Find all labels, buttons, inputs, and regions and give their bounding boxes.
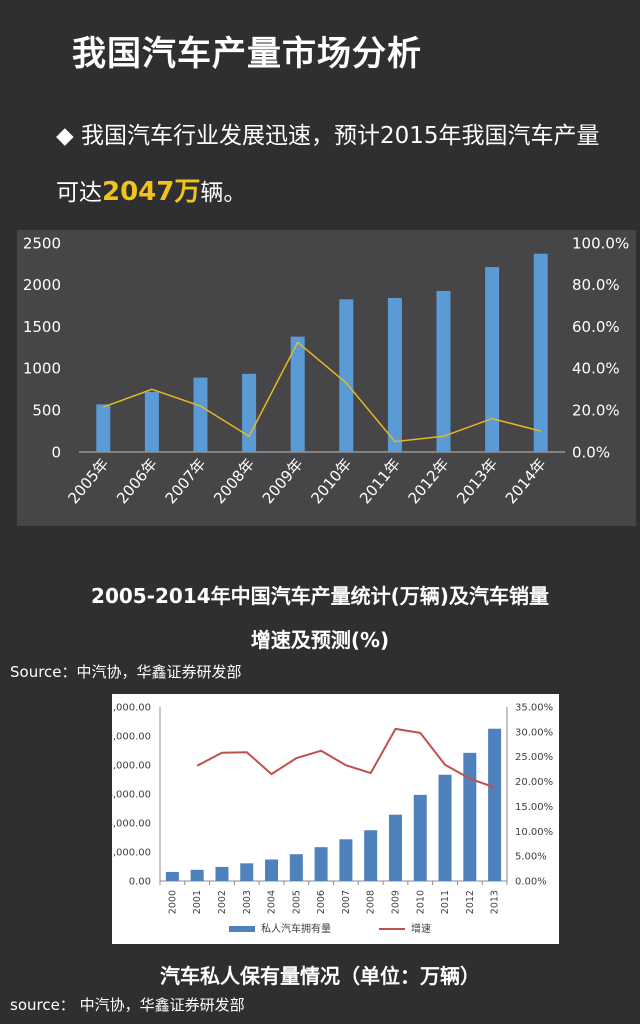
- intro-paragraph: ◆ 我国汽车行业发展迅速，预计2015年我国汽车产量可达2047万辆。: [56, 108, 616, 221]
- data-bar: [290, 336, 305, 452]
- y-right-tick-label: 20.0%: [572, 401, 620, 419]
- x-category-label: 2009: [390, 890, 401, 914]
- data-bar: [314, 847, 328, 881]
- data-bar: [165, 871, 179, 881]
- x-category-label: 2005年: [64, 455, 112, 507]
- y-right-tick-label: 80.0%: [572, 276, 620, 294]
- x-category-label: 2010: [415, 890, 426, 914]
- series-line: [103, 341, 541, 443]
- diamond-bullet-icon: ◆: [56, 123, 74, 149]
- ownership-chart: 0.00 2,000.00 4,000.00 6,000.00 8,000.00 10,0…: [100, 703, 553, 936]
- y-right-tick-label: 100.0%: [572, 234, 629, 252]
- intro-text-2: 辆。: [200, 180, 247, 206]
- data-bar: [388, 814, 402, 881]
- y-left-tick-label: 8,000.00: [112, 761, 151, 772]
- y-right-tick-label: 10.00%: [515, 827, 553, 838]
- data-bar: [242, 373, 257, 452]
- x-category-label: 2011: [440, 890, 451, 914]
- y-left-tick-label: 0.00: [129, 877, 151, 888]
- y-right-tick-label: 35.00%: [515, 703, 553, 714]
- x-category-label: 2001: [192, 890, 203, 914]
- x-category-label: 2004: [267, 890, 278, 914]
- x-category-label: 2008年: [210, 455, 258, 507]
- y-right-tick-label: 30.00%: [515, 727, 553, 738]
- intro-text-1: 我国汽车行业发展迅速，预计2015年我国汽车产量可达: [56, 123, 600, 206]
- x-category-label: 2002: [217, 890, 228, 914]
- y-right-tick-label: 0.00%: [515, 877, 547, 888]
- y-right-tick-label: 0.0%: [572, 443, 610, 461]
- x-category-label: 2013年: [453, 455, 501, 507]
- data-bar: [190, 869, 204, 881]
- ownership-chart-panel: 0.00 2,000.00 4,000.00 6,000.00 8,000.00 10,0…: [100, 694, 559, 944]
- data-bar: [193, 377, 208, 452]
- chart-1-caption-line-1: 2005-2014年中国汽车产量统计(万辆)及汽车销量: [91, 584, 549, 608]
- x-category-label: 2012年: [405, 455, 453, 507]
- x-category-label: 2006年: [113, 455, 161, 507]
- data-bar: [463, 752, 477, 881]
- y-left-tick-label: 2,000.00: [112, 848, 151, 859]
- data-bar: [96, 404, 111, 452]
- chart-2-source: source： 中汽协，华鑫证券研发部: [10, 996, 245, 1014]
- data-bar: [438, 774, 452, 881]
- y-left-tick-label: 10,000.00: [112, 732, 151, 743]
- chart-1-caption-line-2: 增速及预测(%): [250, 628, 390, 652]
- production-forecast-highlight: 2047万: [102, 177, 201, 207]
- data-bar: [387, 298, 402, 452]
- x-category-label: 2007: [341, 890, 352, 914]
- x-category-label: 2006: [316, 890, 327, 914]
- y-left-tick-label: 0: [51, 443, 61, 461]
- y-left-tick-label: 2000: [23, 276, 61, 294]
- legend-bar-swatch: [229, 926, 255, 932]
- x-category-label: 2009年: [259, 455, 307, 507]
- y-left-tick-label: 1500: [23, 318, 61, 336]
- x-category-label: 2010年: [307, 455, 355, 507]
- x-category-label: 2008: [366, 890, 377, 914]
- chart-1-source: Source：中汽协，华鑫证券研发部: [10, 663, 242, 681]
- y-left-tick-label: 4,000.00: [112, 819, 151, 830]
- data-bar: [215, 866, 229, 881]
- data-bar: [289, 854, 303, 881]
- y-left-tick-label: 6,000.00: [112, 790, 151, 801]
- data-bar: [488, 728, 502, 881]
- chart-2-caption: 汽车私人保有量情况（单位：万辆）: [160, 964, 480, 988]
- y-right-tick-label: 60.0%: [572, 318, 620, 336]
- y-right-tick-label: 5.00%: [515, 852, 547, 863]
- data-bar: [339, 839, 353, 881]
- production-chart: 0 500 1000 1500 2000 2500 0.0% 20.0% 40.0% 60.0% 8…: [23, 234, 629, 507]
- legend-label: 增速: [411, 922, 431, 935]
- y-right-tick-label: 40.0%: [572, 360, 620, 378]
- y-left-tick-label: 2500: [23, 234, 61, 252]
- series-line: [196, 727, 495, 789]
- y-left-tick-label: 1000: [23, 360, 61, 378]
- data-bar: [533, 253, 548, 452]
- x-category-label: 2007年: [162, 455, 210, 507]
- legend-label: 私人汽车拥有量: [261, 922, 331, 935]
- x-category-label: 2014年: [502, 455, 550, 507]
- data-bar: [265, 859, 279, 881]
- page-title: 我国汽车产量市场分析: [72, 34, 422, 74]
- y-right-tick-label: 20.00%: [515, 777, 553, 788]
- data-bar: [485, 267, 500, 452]
- x-category-label: 2003: [242, 890, 253, 914]
- data-bar: [240, 863, 254, 881]
- x-category-label: 2005: [291, 890, 302, 914]
- data-bar: [436, 290, 451, 452]
- y-right-tick-label: 15.00%: [515, 802, 553, 813]
- x-category-label: 2013: [490, 890, 501, 914]
- data-bar: [364, 830, 378, 881]
- y-left-tick-label: 500: [32, 401, 61, 419]
- data-bar: [413, 794, 427, 881]
- data-bar: [339, 299, 354, 452]
- x-category-label: 2000: [167, 890, 178, 914]
- y-left-tick-label: 12,000.00: [112, 703, 151, 714]
- data-bar: [144, 391, 159, 452]
- x-category-label: 2011年: [356, 455, 404, 507]
- production-chart-panel: 0 500 1000 1500 2000 2500 0.0% 20.0% 40.0% 60.0% 8…: [17, 230, 636, 526]
- x-category-label: 2012: [465, 890, 476, 914]
- y-right-tick-label: 25.00%: [515, 752, 553, 763]
